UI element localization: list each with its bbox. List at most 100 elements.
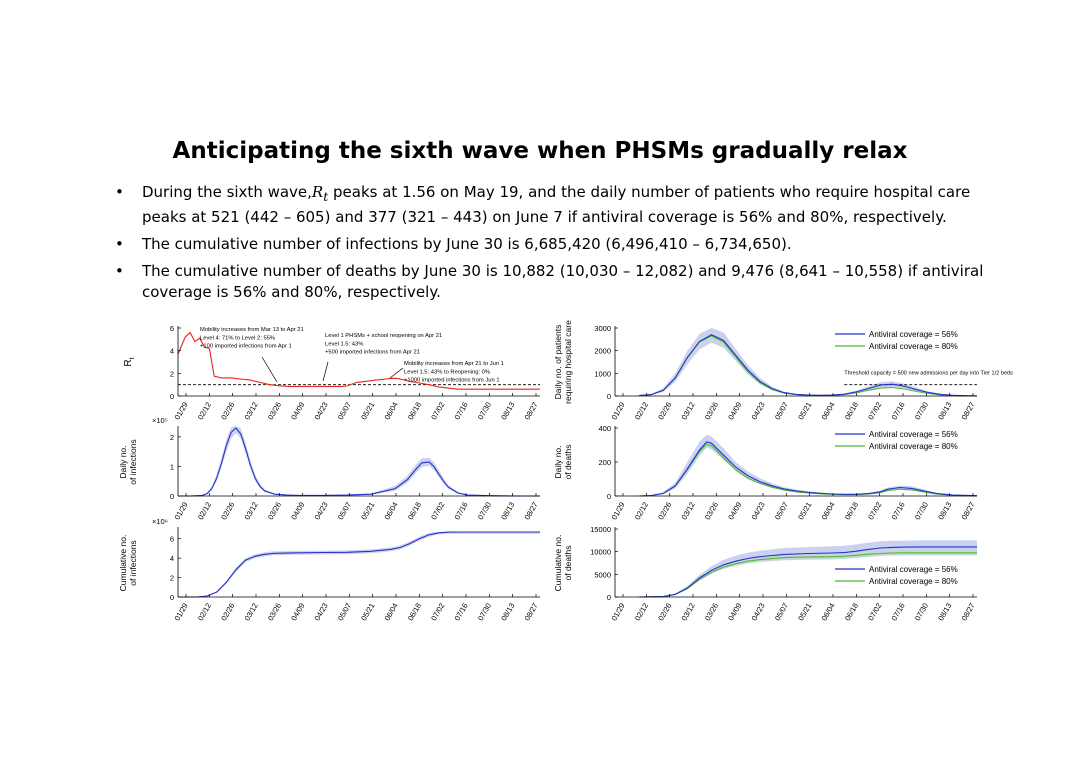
x-tick-label: 05/21 xyxy=(359,401,376,422)
x-tick-label: 06/04 xyxy=(383,401,400,422)
bullet-text-pre: During the sixth wave, xyxy=(142,183,312,201)
legend-label: Antiviral coverage = 80% xyxy=(869,442,958,451)
x-tick-label: 06/18 xyxy=(406,501,423,522)
x-tick-label: 02/26 xyxy=(656,401,673,422)
annotation-text: Level 1 PHSMs + school reopening on Apr … xyxy=(325,333,442,339)
y-tick-label: 4 xyxy=(170,347,174,356)
x-tick-label: 02/26 xyxy=(219,602,236,623)
annotation-arrow xyxy=(322,361,329,382)
x-tick-label: 07/02 xyxy=(429,501,446,522)
x-tick-label: 08/27 xyxy=(960,401,977,422)
y-tick-label: 0 xyxy=(170,593,174,602)
x-tick-label: 08/27 xyxy=(523,401,540,422)
x-tick-label: 07/30 xyxy=(913,602,930,623)
x-tick-label: 07/16 xyxy=(890,501,907,522)
x-tick-label: 04/23 xyxy=(750,401,767,422)
x-tick-label: 02/12 xyxy=(196,501,213,522)
x-tick-label: 04/09 xyxy=(289,401,306,422)
bullet-text: The cumulative number of deaths by June … xyxy=(142,262,984,301)
x-tick-label: 03/12 xyxy=(243,501,260,522)
x-tick-label: 08/13 xyxy=(936,501,953,522)
x-tick-label: 04/09 xyxy=(726,401,743,422)
x-tick-label: 02/12 xyxy=(196,401,213,422)
x-tick-label: 07/30 xyxy=(476,401,493,422)
annotation-text: Level 4: 71% to Level 2: 55% xyxy=(200,335,275,341)
x-tick-label: 05/07 xyxy=(336,501,353,522)
axis-multiplier: ×10⁵ xyxy=(152,416,168,425)
uncertainty-band xyxy=(178,426,540,496)
x-tick-label: 06/18 xyxy=(843,501,860,522)
x-tick-label: 06/04 xyxy=(820,602,837,623)
y-axis-label: of deaths xyxy=(563,546,573,581)
x-tick-label: 05/07 xyxy=(336,401,353,422)
x-tick-label: 06/18 xyxy=(843,602,860,623)
x-tick-label: 08/13 xyxy=(499,501,516,522)
x-tick-label: 02/12 xyxy=(196,602,213,623)
y-tick-label: 0 xyxy=(607,492,611,501)
x-tick-label: 08/13 xyxy=(499,602,516,623)
x-tick-label: 07/02 xyxy=(866,501,883,522)
x-tick-label: 07/30 xyxy=(913,501,930,522)
chart-cuminf: 0 2 4 6×10⁶ 01/29 02/12 02/26 03/12 03/26 04/09 04… xyxy=(118,517,540,622)
x-tick-label: 03/12 xyxy=(243,401,260,422)
x-tick-label: 03/12 xyxy=(680,401,697,422)
x-tick-label: 03/26 xyxy=(266,501,283,522)
x-tick-label: 07/02 xyxy=(866,602,883,623)
legend-label: Antiviral coverage = 56% xyxy=(869,330,958,339)
y-tick-label: 2 xyxy=(170,574,174,583)
annotation-text: Mobility increases from Apr 21 to Jun 1 xyxy=(404,361,504,367)
x-tick-label: 06/04 xyxy=(820,401,837,422)
y-tick-label: 0 xyxy=(170,392,174,401)
annotation-text: +100 imported infections from Apr 1 xyxy=(200,344,292,350)
y-axis-label: Cumulative no. xyxy=(553,535,563,592)
x-tick-label: 02/12 xyxy=(633,401,650,422)
x-tick-label: 08/27 xyxy=(960,602,977,623)
uncertainty-band-green xyxy=(639,550,977,597)
y-axis-label: Cumulative no. xyxy=(118,535,128,592)
bullet-item: • The cumulative number of deaths by Jun… xyxy=(115,261,995,303)
x-tick-label: 02/26 xyxy=(656,602,673,623)
x-tick-label: 04/23 xyxy=(313,602,330,623)
x-tick-label: 02/26 xyxy=(219,401,236,422)
y-tick-label: 10000 xyxy=(590,548,611,557)
x-tick-label: 03/12 xyxy=(680,602,697,623)
x-tick-label: 01/29 xyxy=(173,602,190,623)
x-tick-label: 07/02 xyxy=(866,401,883,422)
bullet-text-post: peaks at 1.56 on May 19, and the daily n… xyxy=(142,183,971,226)
x-tick-label: 08/27 xyxy=(523,501,540,522)
x-tick-label: 01/29 xyxy=(173,501,190,522)
y-tick-label: 2 xyxy=(170,369,174,378)
x-tick-label: 04/09 xyxy=(289,501,306,522)
y-axis-label: of deaths xyxy=(563,445,573,480)
legend-label: Antiviral coverage = 56% xyxy=(869,430,958,439)
x-tick-label: 07/16 xyxy=(453,401,470,422)
annotation-text: +500 imported infections from Apr 21 xyxy=(325,350,420,356)
bullet-item: • The cumulative number of infections by… xyxy=(115,234,995,255)
y-tick-label: 3000 xyxy=(594,324,611,333)
x-tick-label: 03/26 xyxy=(703,501,720,522)
x-tick-label: 07/02 xyxy=(429,401,446,422)
x-tick-label: 05/21 xyxy=(359,501,376,522)
x-tick-label: 05/21 xyxy=(796,401,813,422)
legend-label: Antiviral coverage = 56% xyxy=(869,565,958,574)
x-tick-label: 06/18 xyxy=(406,602,423,623)
x-tick-label: 06/04 xyxy=(820,501,837,522)
annotation-text: +1000 imported infections from Jun 1 xyxy=(404,378,500,384)
y-tick-label: 1000 xyxy=(594,369,611,378)
y-tick-label: 0 xyxy=(607,593,611,602)
x-tick-label: 06/04 xyxy=(383,501,400,522)
x-tick-label: 06/04 xyxy=(383,602,400,623)
x-tick-label: 04/09 xyxy=(726,501,743,522)
y-tick-label: 6 xyxy=(170,535,174,544)
x-tick-label: 06/18 xyxy=(843,401,860,422)
annotation-arrow xyxy=(389,367,404,379)
x-tick-label: 07/02 xyxy=(429,602,446,623)
x-tick-label: 04/23 xyxy=(750,602,767,623)
legend-label: Antiviral coverage = 80% xyxy=(869,342,958,351)
x-tick-label: 07/16 xyxy=(890,401,907,422)
chart-cumdeaths: 0 5000 10000 15000 01/29 02/12 02/26 03/12 03/26… xyxy=(553,525,977,622)
series-line xyxy=(639,552,977,598)
y-axis-label: Daily no. of patients xyxy=(553,325,563,400)
x-tick-label: 02/26 xyxy=(219,501,236,522)
